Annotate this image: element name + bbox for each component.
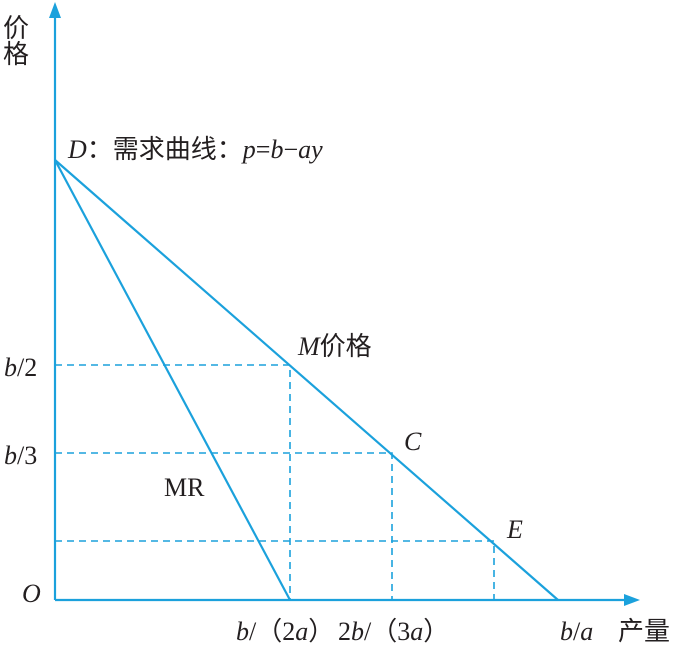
label-part: ） (308, 617, 334, 646)
point-m-label: M价格 (297, 332, 372, 361)
label-part: ：需求曲线： (87, 135, 243, 164)
label-part: 2 (338, 617, 351, 646)
label-part: b (270, 135, 283, 164)
label-part: b (351, 617, 364, 646)
label-part: b (560, 617, 573, 646)
mr-label: MR (164, 473, 205, 502)
label-part: ） (423, 617, 449, 646)
x-tick-label: 2b/（3a） (338, 617, 449, 646)
origin-label: O (22, 579, 41, 608)
y-tick-label: b/3 (4, 441, 37, 470)
label-part: p (241, 135, 256, 164)
guide-m (55, 364, 291, 600)
demand-label: D：需求曲线：p=b−ay (67, 135, 323, 164)
label-part: 价格 (320, 332, 372, 361)
label-part: a (410, 617, 423, 646)
y-axis-label: 价格 (0, 14, 29, 66)
label-part: /2 (17, 353, 37, 382)
label-part: b (4, 353, 17, 382)
point-c-label: C (404, 427, 422, 456)
label-part: /（3 (364, 617, 410, 646)
x-arrow (624, 594, 640, 606)
label-part: /（2 (249, 617, 295, 646)
y-arrow (49, 2, 61, 18)
label-part: − (283, 135, 298, 164)
guide-c (55, 452, 393, 600)
label-part: /3 (17, 441, 37, 470)
x-axis-label: 产量 (618, 617, 670, 646)
label-part: a (580, 617, 593, 646)
guide-e (55, 540, 495, 600)
x-tick-label: b/a (560, 617, 593, 646)
mr-curve (54, 159, 291, 601)
demand-curve (54, 159, 559, 601)
label-part: b (4, 441, 17, 470)
point-e-label: E (506, 515, 523, 544)
y-tick-label: b/2 (4, 353, 37, 382)
label-part: ay (298, 135, 323, 164)
label-part: = (256, 135, 271, 164)
x-tick-label: b/（2a） (236, 617, 334, 646)
label-part: a (295, 617, 308, 646)
label-part: / (573, 617, 581, 646)
label-part: M (297, 332, 321, 361)
label-part: D (67, 135, 87, 164)
label-part: b (236, 617, 249, 646)
